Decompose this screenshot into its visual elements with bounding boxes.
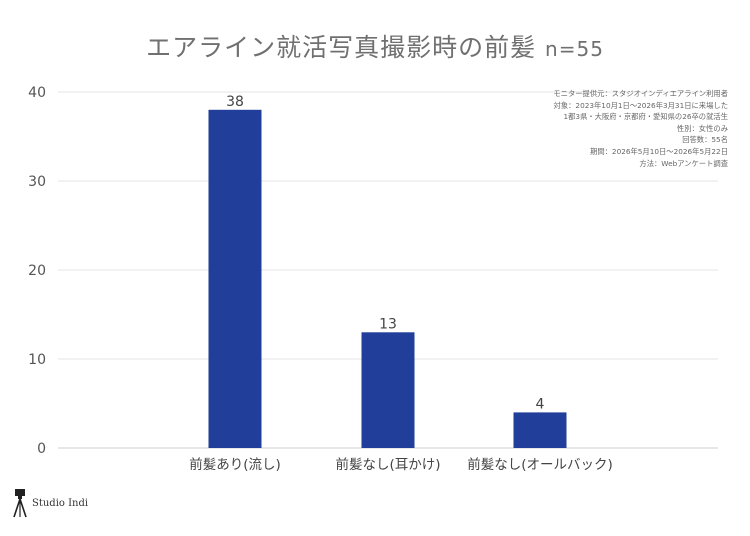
x-tick-label: 前髪なし(耳かけ) bbox=[335, 456, 440, 473]
note-line: 方法：Webアンケート調査 bbox=[639, 158, 728, 168]
y-tick-label: 40 bbox=[28, 85, 46, 101]
x-tick-label: 前髪なし(オールバック) bbox=[467, 456, 613, 473]
bar bbox=[361, 332, 415, 448]
x-axis-ticks: 前髪あり(流し) 前髪なし(耳かけ) 前髪なし(オールバック) bbox=[189, 456, 613, 473]
data-labels: 38 13 4 bbox=[226, 94, 544, 413]
chart-subtitle: n=55 bbox=[545, 37, 604, 61]
y-tick-label: 20 bbox=[28, 263, 46, 279]
bar bbox=[513, 412, 567, 448]
data-label: 13 bbox=[379, 316, 397, 332]
camera-tripod-icon bbox=[13, 489, 27, 518]
data-label: 4 bbox=[536, 396, 545, 412]
note-line: 性別：女性のみ bbox=[676, 123, 728, 133]
y-tick-label: 30 bbox=[28, 174, 46, 190]
note-line: 回答数：55名 bbox=[682, 135, 728, 145]
logo-text: Studio Indi bbox=[32, 497, 89, 509]
x-tick-label: 前髪あり(流し) bbox=[189, 456, 281, 473]
note-line: 対象：2023年10月1日〜2026年3月31日に来場した bbox=[553, 100, 728, 110]
y-tick-label: 10 bbox=[28, 352, 46, 368]
note-line: 期間：2026年5月10日〜2026年5月22日 bbox=[590, 146, 728, 156]
studio-logo: Studio Indi bbox=[12, 488, 88, 518]
y-axis-ticks: 0 10 20 30 40 bbox=[28, 85, 46, 457]
bars bbox=[208, 109, 567, 449]
chart-title: エアライン就活写真撮影時の前髪 n=55 bbox=[0, 28, 750, 64]
survey-notes: モニター提供元：スタジオインディエアライン利用者 対象：2023年10月1日〜2… bbox=[553, 88, 728, 169]
note-line: 1都3県・大阪府・京都府・愛知県の26卒の就活生 bbox=[563, 112, 728, 122]
data-label: 38 bbox=[226, 94, 244, 110]
note-line: モニター提供元：スタジオインディエアライン利用者 bbox=[553, 89, 728, 98]
bar bbox=[208, 109, 262, 449]
chart-title-text: エアライン就活写真撮影時の前髪 bbox=[146, 33, 537, 62]
y-tick-label: 0 bbox=[37, 441, 46, 457]
